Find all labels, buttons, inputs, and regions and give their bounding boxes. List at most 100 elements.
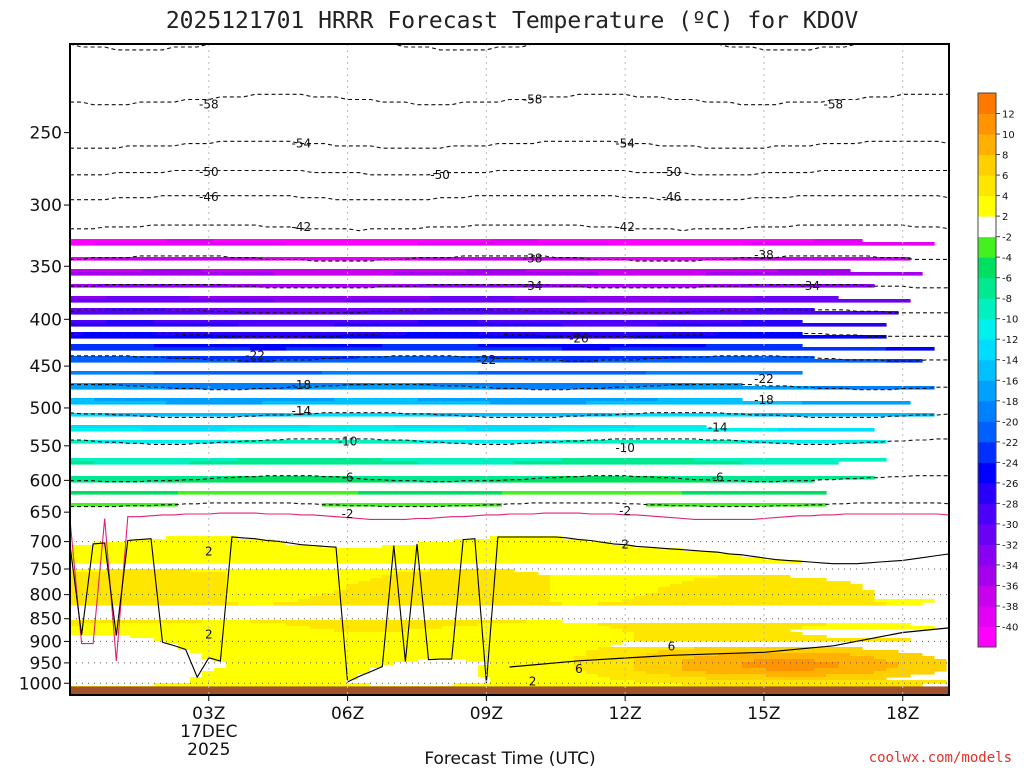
colorbar-segment <box>978 585 996 607</box>
colorbar-label: -2 <box>1002 233 1012 244</box>
colorbar-label: -10 <box>1002 315 1018 326</box>
colorbar-segment <box>978 441 996 463</box>
colorbar-label: -30 <box>1002 520 1018 531</box>
isotherm-label: 2 <box>205 545 213 559</box>
x-tick-label: 18Z <box>886 704 919 724</box>
isotherm-label: -2 <box>342 507 354 521</box>
y-axis: 2503003504004505005506006507007508008509… <box>19 124 70 694</box>
y-tick-label: 550 <box>30 437 62 457</box>
y-tick-label: 650 <box>30 503 62 523</box>
y-tick-label: 450 <box>30 357 62 377</box>
y-tick-label: 600 <box>30 471 62 491</box>
colorbar-segment <box>978 113 996 135</box>
isotherm-label: -46 <box>662 190 682 204</box>
isotherm-label: -18 <box>292 378 312 392</box>
colorbar-label: -38 <box>1002 602 1018 613</box>
isotherm-label: 2 <box>205 628 213 642</box>
colorbar-segment <box>978 503 996 525</box>
x-axis-label: Forecast Time (UTC) <box>424 749 595 768</box>
colorbar-label: -8 <box>1002 294 1012 305</box>
isotherm-label: -46 <box>199 190 219 204</box>
isotherm-label: 6 <box>668 640 676 654</box>
y-tick-label: 850 <box>30 610 62 630</box>
colorbar-label: -6 <box>1002 274 1012 285</box>
colorbar-segment <box>978 195 996 217</box>
y-tick-label: 400 <box>30 310 62 330</box>
colorbar-label: 10 <box>1002 130 1015 141</box>
isotherm-label: -58 <box>824 98 844 112</box>
isotherm-label: 6 <box>575 662 583 676</box>
colorbar-segment <box>978 93 996 115</box>
colorbar-label: -18 <box>1002 397 1018 408</box>
colorbar-segment <box>978 462 996 484</box>
colorbar-segment <box>978 544 996 566</box>
y-tick-label: 700 <box>30 533 62 553</box>
isotherm-label: -18 <box>754 393 774 407</box>
colorbar-segment <box>978 421 996 443</box>
isotherm-line <box>70 93 949 106</box>
isotherm-label: -50 <box>662 165 682 179</box>
y-tick-label: 350 <box>30 257 62 277</box>
isotherm-label: -6 <box>342 471 354 485</box>
colorbar-label: -4 <box>1002 253 1012 264</box>
isotherm-label: -26 <box>569 332 589 346</box>
chart-title: 2025121701 HRRR Forecast Temperature (ºC… <box>166 8 859 34</box>
colorbar-segment <box>978 175 996 197</box>
y-tick-label: 900 <box>30 632 62 652</box>
isotherm-label: -38 <box>523 251 543 265</box>
isotherm-label: -22 <box>754 372 774 386</box>
colorbar-label: 8 <box>1002 151 1008 162</box>
y-tick-label: 500 <box>30 399 62 419</box>
isotherm-label: -58 <box>199 98 219 112</box>
isotherm-label: -42 <box>615 220 635 234</box>
temperature-field <box>70 239 949 695</box>
colorbar-label: -26 <box>1002 479 1018 490</box>
colorbar-label: 4 <box>1002 192 1008 203</box>
isotherm-line <box>70 140 949 149</box>
colorbar-label: -36 <box>1002 581 1018 592</box>
colorbar-segment <box>978 236 996 258</box>
colorbar-segment <box>978 154 996 176</box>
colorbar-segment <box>978 298 996 320</box>
source-credit: coolwx.com/models <box>869 750 1012 766</box>
colorbar: -40-38-36-34-32-30-28-26-24-22-20-18-16-… <box>977 92 1018 648</box>
colorbar-segment <box>978 523 996 545</box>
isotherm-label: 2 <box>529 674 537 688</box>
y-tick-label: 300 <box>30 196 62 216</box>
colorbar-segment <box>978 277 996 299</box>
colorbar-segment <box>978 605 996 627</box>
colorbar-label: -22 <box>1002 438 1018 449</box>
colorbar-segment <box>978 626 996 648</box>
isotherm-label: -14 <box>292 404 312 418</box>
grid-lines <box>70 44 949 695</box>
isotherm-label: -14 <box>708 420 728 434</box>
colorbar-segment <box>978 339 996 361</box>
isotherm-label: -34 <box>523 279 543 293</box>
y-tick-label: 750 <box>30 560 62 580</box>
isotherm-label: -50 <box>199 165 219 179</box>
isotherm-label: -10 <box>615 441 635 455</box>
colorbar-label: -28 <box>1002 499 1018 510</box>
x-tick-year: 2025 <box>187 740 230 760</box>
isotherm-label: -34 <box>800 279 820 293</box>
colorbar-segment <box>978 380 996 402</box>
colorbar-label: -40 <box>1002 622 1018 633</box>
x-tick-label: 15Z <box>747 704 780 724</box>
colorbar-segment <box>978 482 996 504</box>
isotherm-label: -54 <box>292 137 312 151</box>
isotherm-label: -22 <box>477 353 497 367</box>
isotherm-label: -22 <box>245 348 265 362</box>
ground-strip <box>70 686 949 695</box>
colorbar-label: -20 <box>1002 417 1018 428</box>
isotherm-line <box>70 224 949 232</box>
isotherm-line <box>70 536 949 684</box>
x-tick-label: 09Z <box>470 704 503 724</box>
y-tick-label: 950 <box>30 654 62 674</box>
colorbar-frame <box>977 92 997 648</box>
colorbar-segment <box>978 564 996 586</box>
isotherm-label: -38 <box>754 248 774 262</box>
colorbar-segment <box>978 216 996 238</box>
colorbar-label: 2 <box>1002 212 1008 223</box>
